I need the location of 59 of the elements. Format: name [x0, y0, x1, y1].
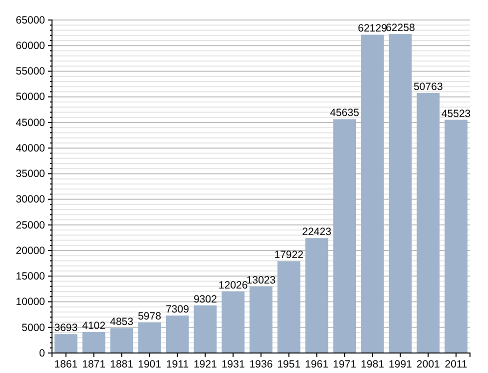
- data-label: 4102: [82, 320, 106, 332]
- x-tick-label: 2011: [444, 358, 468, 370]
- data-label: 50763: [414, 80, 443, 93]
- data-label: 22423: [302, 226, 332, 238]
- x-tick-label: 1921: [194, 358, 218, 370]
- x-tick-label: 1951: [277, 358, 301, 370]
- y-tick-label: 15000: [16, 270, 46, 283]
- bar: [166, 316, 189, 353]
- data-label: 12026: [218, 279, 248, 292]
- y-tick-label: 35000: [16, 168, 46, 180]
- y-tick-label: 45000: [16, 116, 46, 129]
- x-tick-label: 1991: [388, 358, 412, 370]
- data-label: 62258: [386, 22, 416, 34]
- x-tick-label: 1861: [54, 358, 78, 370]
- data-label: 3693: [54, 322, 78, 334]
- x-tick-label: 1981: [360, 358, 384, 370]
- bar: [305, 238, 328, 353]
- data-label: 5978: [138, 310, 162, 322]
- x-tick-label: 1881: [110, 358, 134, 370]
- y-tick-label: 40000: [16, 142, 46, 154]
- data-label: 45523: [441, 108, 471, 120]
- data-label: 13023: [246, 274, 276, 286]
- bar: [277, 261, 300, 353]
- x-tick-label: 1936: [249, 358, 273, 370]
- bar: [250, 286, 272, 353]
- x-tick-label: 1961: [305, 358, 329, 370]
- data-label: 62129: [358, 22, 388, 35]
- y-tick-label: 50000: [16, 91, 46, 104]
- x-tick-label: 1971: [332, 358, 356, 370]
- data-label: 17922: [274, 249, 304, 262]
- bar: [388, 34, 412, 353]
- x-tick-label: 1911: [166, 358, 189, 370]
- data-label: 9302: [194, 293, 218, 306]
- bar: [444, 120, 468, 353]
- bar: [82, 332, 106, 353]
- y-tick-label: 5000: [22, 322, 46, 334]
- bar: [110, 328, 134, 353]
- y-tick-label: 60000: [16, 40, 46, 52]
- y-tick-label: 0: [39, 347, 46, 360]
- data-label: 4853: [110, 316, 134, 328]
- data-label: 7309: [166, 304, 190, 316]
- x-tick-label: 2001: [416, 358, 440, 370]
- data-label: 45635: [330, 107, 360, 120]
- y-tick-label: 55000: [16, 66, 46, 78]
- y-tick-label: 65000: [16, 14, 46, 26]
- bar: [138, 322, 161, 353]
- y-tick-label: 25000: [16, 219, 46, 232]
- y-tick-label: 30000: [16, 194, 46, 206]
- x-tick-label: 1871: [82, 358, 106, 370]
- bar: [361, 34, 384, 353]
- bar: [222, 291, 245, 353]
- bar: [333, 119, 356, 353]
- bar: [416, 92, 440, 353]
- bar: [54, 334, 78, 353]
- x-tick-label: 1931: [221, 358, 245, 370]
- x-tick-label: 1901: [138, 358, 162, 370]
- y-tick-label: 10000: [16, 296, 46, 308]
- y-tick-label: 20000: [16, 244, 46, 257]
- bar: [194, 305, 217, 353]
